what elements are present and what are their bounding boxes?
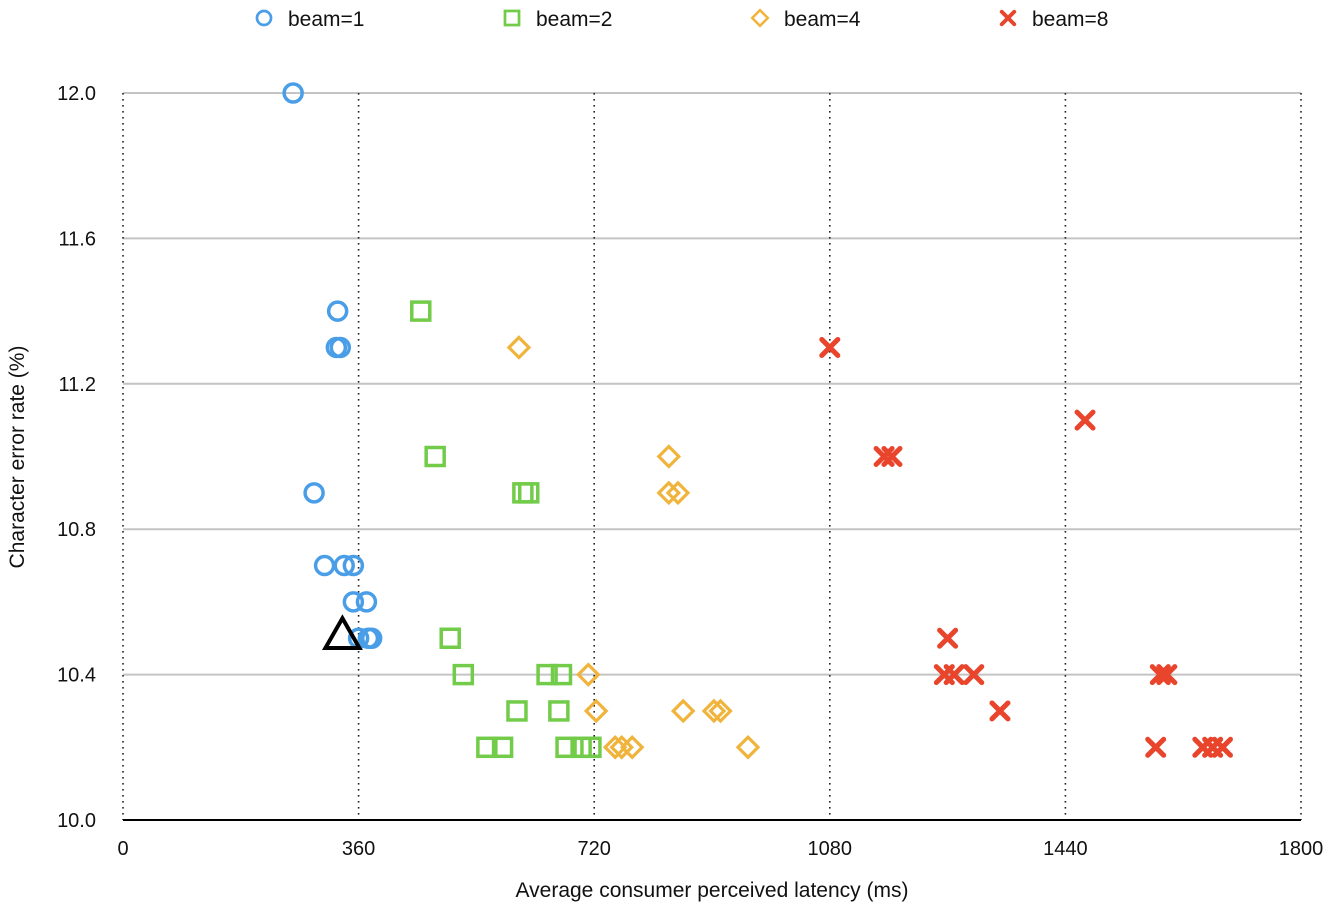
y-tick-label: 10.4	[57, 665, 96, 687]
series-beam-8	[819, 336, 1233, 758]
data-point	[1074, 409, 1096, 431]
data-point	[881, 446, 903, 467]
data-point	[342, 591, 365, 613]
data-point	[701, 698, 727, 724]
legend-item: beam=4	[750, 8, 861, 31]
data-point	[602, 735, 628, 760]
x-tick-label: 1440	[1043, 838, 1088, 860]
data-point	[1149, 664, 1171, 686]
legend-marker	[999, 9, 1017, 27]
data-point	[506, 335, 532, 360]
data-points	[282, 82, 1233, 760]
data-point	[1145, 736, 1167, 758]
data-point	[670, 698, 696, 724]
data-point	[333, 554, 355, 577]
legend-label: beam=1	[288, 8, 364, 31]
data-point	[819, 336, 841, 358]
annotations	[321, 614, 363, 650]
legend-item: beam=2	[503, 8, 612, 31]
data-point	[656, 444, 682, 469]
data-point	[536, 663, 558, 686]
x-tick-label: 0	[117, 838, 128, 860]
data-point	[518, 482, 540, 504]
y-tick-label: 11.6	[59, 228, 96, 250]
data-point	[360, 627, 383, 649]
x-tick-label: 360	[342, 838, 375, 860]
data-point	[303, 482, 325, 504]
legend-marker	[503, 9, 521, 27]
x-tick-label: 720	[578, 838, 611, 860]
data-point	[708, 698, 733, 724]
horizontal-gridlines	[123, 92, 1301, 676]
data-point	[555, 736, 577, 759]
legend-marker	[255, 9, 273, 27]
series-beam-4	[506, 335, 761, 760]
data-point	[937, 627, 959, 649]
y-tick-label: 11.2	[59, 374, 96, 396]
data-point	[439, 627, 461, 649]
data-point	[326, 300, 349, 322]
data-point	[989, 700, 1011, 722]
triangle-annotation-marker	[321, 614, 363, 650]
y-axis-title: Character error rate (%)	[6, 346, 29, 569]
data-point	[452, 663, 475, 686]
data-point	[619, 735, 645, 760]
y-tick-label: 10.0	[57, 810, 96, 832]
x-axis-title: Average consumer perceived latency (ms)	[516, 879, 909, 902]
data-point	[355, 591, 378, 613]
data-point	[1156, 664, 1178, 686]
legend-marker	[750, 8, 770, 28]
legend-label: beam=8	[1032, 8, 1108, 31]
y-tick-labels: 10.0 10.4 10.8 11.2 11.6 12.0	[57, 83, 96, 832]
data-point	[735, 735, 761, 760]
data-point	[665, 480, 691, 506]
data-point	[424, 445, 446, 468]
x-tick-label: 1800	[1279, 838, 1324, 860]
data-point	[342, 554, 365, 577]
data-point	[512, 482, 534, 504]
data-point	[1211, 736, 1233, 758]
data-point	[656, 480, 682, 506]
data-point	[943, 664, 965, 686]
legend-item: beam=8	[999, 8, 1108, 31]
y-tick-label: 10.8	[57, 519, 96, 541]
series-beam-2	[410, 300, 602, 759]
data-point	[491, 736, 514, 759]
data-point	[476, 736, 498, 759]
data-point	[583, 698, 609, 724]
legend-item: beam=1	[255, 8, 364, 31]
data-point	[329, 336, 352, 359]
data-point	[576, 662, 601, 687]
legend-label: beam=2	[536, 8, 612, 31]
legend: beam=1 beam=2 beam=4 beam=8	[255, 8, 1108, 31]
x-tick-label: 1080	[808, 838, 853, 860]
data-point	[580, 736, 602, 759]
data-point	[282, 82, 304, 104]
vertical-gridlines	[122, 93, 1302, 820]
data-point	[963, 664, 985, 686]
data-point	[550, 663, 573, 686]
y-tick-label: 12.0	[57, 83, 96, 105]
data-point	[609, 735, 634, 760]
series-beam-1	[282, 82, 383, 649]
data-point	[313, 554, 336, 577]
x-tick-labels: 0 360 720 1080 1440 1800	[117, 838, 1323, 860]
data-point	[506, 700, 528, 722]
data-point	[410, 300, 432, 322]
legend-label: beam=4	[784, 8, 861, 31]
data-point	[548, 700, 570, 722]
